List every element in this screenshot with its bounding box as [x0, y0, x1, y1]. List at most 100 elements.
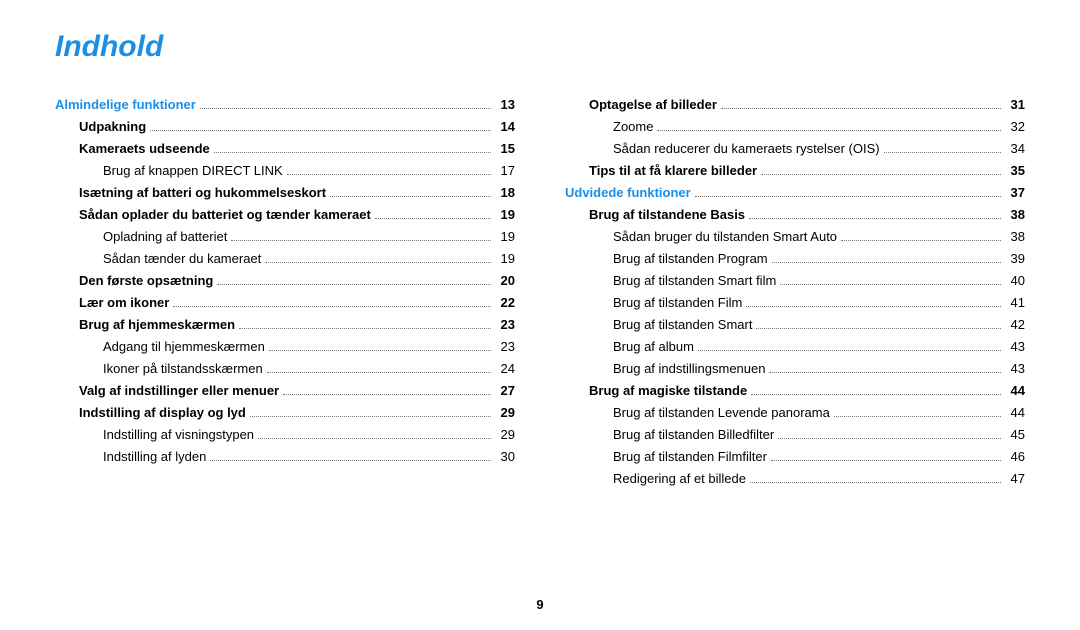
toc-entry-page: 43: [1005, 358, 1025, 380]
toc-leader-dots: [780, 284, 1001, 285]
toc-leader-dots: [750, 482, 1001, 483]
toc-entry-label: Brug af magiske tilstande: [589, 380, 747, 402]
toc-entry-label: Udpakning: [79, 116, 146, 138]
toc-entry-page: 41: [1005, 292, 1025, 314]
toc-entry-page: 30: [495, 446, 515, 468]
toc-entry-page: 47: [1005, 468, 1025, 490]
toc-leader-dots: [834, 416, 1001, 417]
toc-entry[interactable]: Brug af album 43: [565, 336, 1025, 358]
toc-entry-page: 38: [1005, 226, 1025, 248]
toc-entry-label: Zoome: [613, 116, 653, 138]
toc-entry-label: Sådan tænder du kameraet: [103, 248, 261, 270]
toc-entry-page: 22: [495, 292, 515, 314]
toc-entry[interactable]: Almindelige funktioner13: [55, 94, 515, 116]
toc-entry[interactable]: Brug af tilstanden Smart42: [565, 314, 1025, 336]
toc-entry[interactable]: Isætning af batteri og hukommelseskort 18: [55, 182, 515, 204]
toc-entry-page: 20: [495, 270, 515, 292]
toc-entry[interactable]: Brug af tilstanden Billedfilter 45: [565, 424, 1025, 446]
toc-entry-page: 19: [495, 226, 515, 248]
toc-entry[interactable]: Indstilling af lyden 30: [55, 446, 515, 468]
toc-leader-dots: [778, 438, 1001, 439]
toc-entry-page: 31: [1005, 94, 1025, 116]
toc-entry-page: 42: [1005, 314, 1025, 336]
toc-leader-dots: [214, 152, 491, 153]
toc-leader-dots: [250, 416, 491, 417]
toc-leader-dots: [756, 328, 1001, 329]
toc-entry[interactable]: Brug af tilstanden Levende panorama44: [565, 402, 1025, 424]
toc-leader-dots: [751, 394, 1001, 395]
toc-entry-label: Opladning af batteriet: [103, 226, 227, 248]
toc-entry-page: 40: [1005, 270, 1025, 292]
toc-entry-label: Brug af album: [613, 336, 694, 358]
toc-entry[interactable]: Brug af indstillingsmenuen43: [565, 358, 1025, 380]
toc-leader-dots: [884, 152, 1001, 153]
toc-entry[interactable]: Zoome32: [565, 116, 1025, 138]
toc-entry-label: Isætning af batteri og hukommelseskort: [79, 182, 326, 204]
toc-entry-page: 17: [495, 160, 515, 182]
toc-entry-page: 19: [495, 248, 515, 270]
toc-entry[interactable]: Optagelse af billeder31: [565, 94, 1025, 116]
toc-entry[interactable]: Adgang til hjemmeskærmen23: [55, 336, 515, 358]
toc-entry-label: Adgang til hjemmeskærmen: [103, 336, 265, 358]
toc-entry-page: 23: [495, 314, 515, 336]
toc-entry[interactable]: Brug af tilstanden Filmfilter46: [565, 446, 1025, 468]
toc-entry[interactable]: Tips til at få klarere billeder 35: [565, 160, 1025, 182]
toc-entry-page: 37: [1005, 182, 1025, 204]
toc-leader-dots: [771, 460, 1001, 461]
page: Indhold Almindelige funktioner13Udpaknin…: [0, 0, 1080, 630]
toc-entry-page: 39: [1005, 248, 1025, 270]
toc-entry-page: 29: [495, 402, 515, 424]
toc-entry[interactable]: Ikoner på tilstandsskærmen24: [55, 358, 515, 380]
toc-entry[interactable]: Brug af magiske tilstande 44: [565, 380, 1025, 402]
toc-entry-label: Indstilling af visningstypen: [103, 424, 254, 446]
toc-entry[interactable]: Sådan oplader du batteriet og tænder kam…: [55, 204, 515, 226]
toc-entry-page: 19: [495, 204, 515, 226]
toc-entry[interactable]: Udpakning 14: [55, 116, 515, 138]
toc-entry[interactable]: Den første opsætning20: [55, 270, 515, 292]
toc-leader-dots: [173, 306, 491, 307]
toc-entry-label: Indstilling af lyden: [103, 446, 206, 468]
toc-entry[interactable]: Brug af tilstandene Basis 38: [565, 204, 1025, 226]
toc-entry[interactable]: Brug af knappen DIRECT LINK17: [55, 160, 515, 182]
toc-entry-page: 29: [495, 424, 515, 446]
toc-entry[interactable]: Kameraets udseende15: [55, 138, 515, 160]
toc-leader-dots: [265, 262, 491, 263]
toc-entry-page: 44: [1005, 402, 1025, 424]
toc-entry-page: 14: [495, 116, 515, 138]
toc-leader-dots: [746, 306, 1001, 307]
toc-leader-dots: [698, 350, 1001, 351]
toc-entry[interactable]: Redigering af et billede47: [565, 468, 1025, 490]
page-title: Indhold: [55, 30, 1025, 64]
page-number: 9: [0, 597, 1080, 612]
toc-leader-dots: [375, 218, 491, 219]
toc-entry-page: 45: [1005, 424, 1025, 446]
toc-entry-page: 35: [1005, 160, 1025, 182]
toc-entry[interactable]: Udvidede funktioner37: [565, 182, 1025, 204]
toc-leader-dots: [772, 262, 1001, 263]
toc-entry-label: Indstilling af display og lyd: [79, 402, 246, 424]
toc-entry[interactable]: Brug af tilstanden Program 39: [565, 248, 1025, 270]
toc-entry-page: 44: [1005, 380, 1025, 402]
toc-entry-page: 43: [1005, 336, 1025, 358]
toc-entry-label: Brug af tilstanden Program: [613, 248, 768, 270]
toc-entry[interactable]: Indstilling af display og lyd 29: [55, 402, 515, 424]
toc-entry[interactable]: Brug af hjemmeskærmen23: [55, 314, 515, 336]
toc-leader-dots: [239, 328, 491, 329]
toc-entry-page: 18: [495, 182, 515, 204]
toc-entry[interactable]: Sådan bruger du tilstanden Smart Auto38: [565, 226, 1025, 248]
toc-entry[interactable]: Sådan tænder du kameraet 19: [55, 248, 515, 270]
toc-entry-page: 38: [1005, 204, 1025, 226]
toc-entry[interactable]: Indstilling af visningstypen 29: [55, 424, 515, 446]
toc-entry[interactable]: Lær om ikoner22: [55, 292, 515, 314]
toc-entry[interactable]: Opladning af batteriet 19: [55, 226, 515, 248]
toc-entry-label: Tips til at få klarere billeder: [589, 160, 757, 182]
toc-entry[interactable]: Brug af tilstanden Film41: [565, 292, 1025, 314]
toc-leader-dots: [150, 130, 491, 131]
toc-entry[interactable]: Brug af tilstanden Smart film40: [565, 270, 1025, 292]
toc-entry[interactable]: Sådan reducerer du kameraets rystelser (…: [565, 138, 1025, 160]
toc-entry-label: Brug af tilstanden Billedfilter: [613, 424, 774, 446]
toc-entry[interactable]: Valg af indstillinger eller menuer27: [55, 380, 515, 402]
toc-entry-label: Sådan oplader du batteriet og tænder kam…: [79, 204, 371, 226]
toc-entry-page: 34: [1005, 138, 1025, 160]
toc-entry-label: Brug af tilstandene Basis: [589, 204, 745, 226]
